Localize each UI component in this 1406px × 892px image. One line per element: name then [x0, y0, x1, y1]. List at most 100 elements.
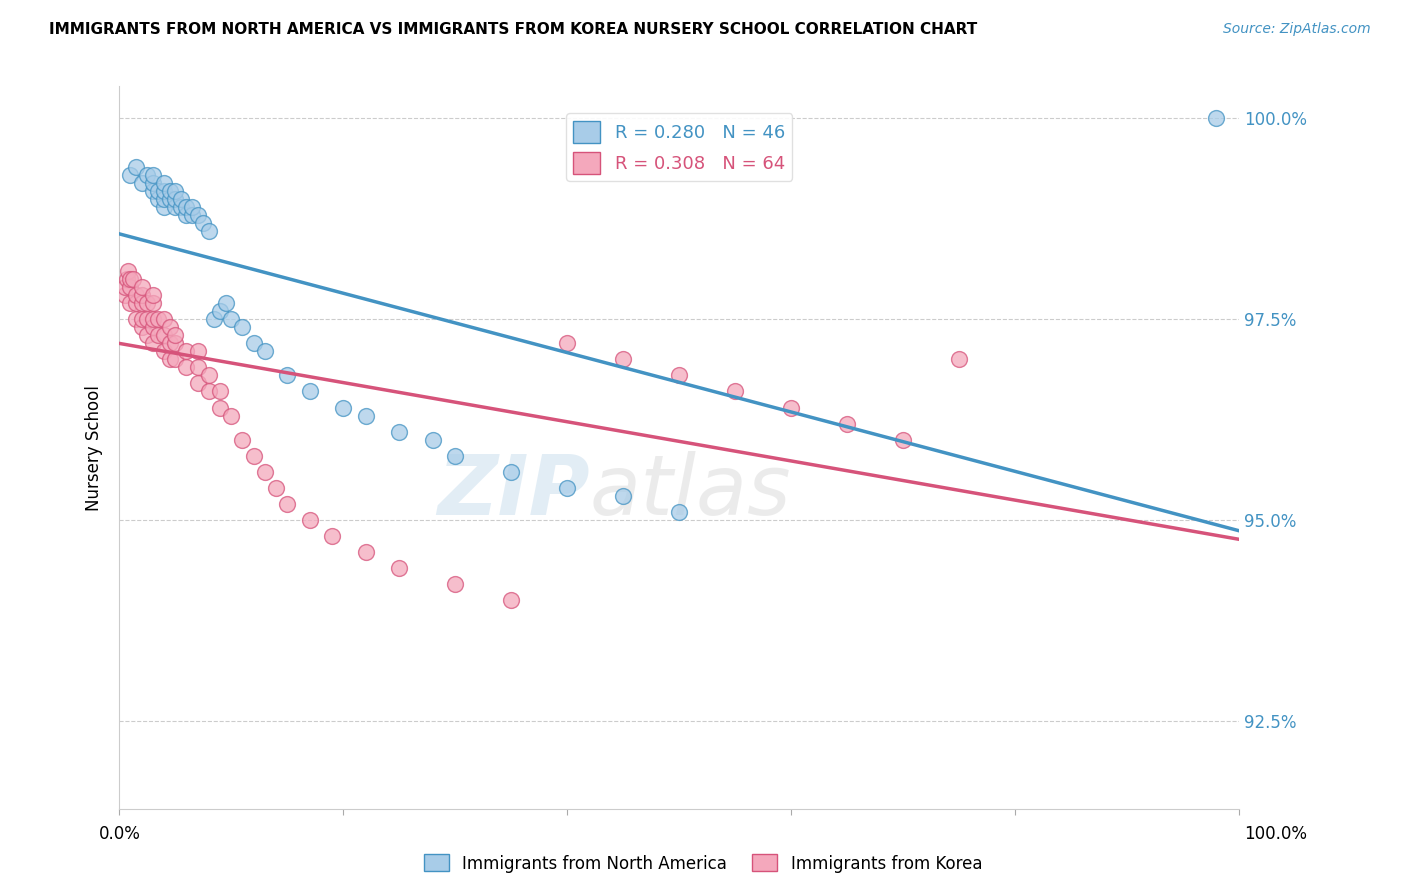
Point — [120, 168, 142, 182]
Point — [170, 192, 193, 206]
Text: 0.0%: 0.0% — [98, 825, 141, 843]
Point — [165, 200, 187, 214]
Point — [298, 384, 321, 399]
Point — [142, 176, 165, 190]
Point — [142, 296, 165, 310]
Point — [165, 184, 187, 198]
Point — [780, 401, 803, 415]
Point — [125, 160, 148, 174]
Point — [181, 200, 204, 214]
Point — [153, 184, 176, 198]
Point — [388, 561, 411, 575]
Point — [668, 368, 690, 383]
Point — [148, 328, 170, 343]
Text: 100.0%: 100.0% — [1244, 825, 1308, 843]
Point — [835, 417, 858, 431]
Point — [148, 192, 170, 206]
Point — [153, 200, 176, 214]
Point — [298, 513, 321, 527]
Point — [948, 352, 970, 367]
Point — [198, 384, 221, 399]
Point — [136, 328, 159, 343]
Point — [159, 184, 181, 198]
Point — [724, 384, 747, 399]
Point — [501, 465, 523, 479]
Point — [204, 312, 226, 326]
Point — [153, 312, 176, 326]
Point — [242, 336, 264, 351]
Point — [231, 433, 253, 447]
Point — [131, 312, 153, 326]
Point — [321, 529, 343, 543]
Point — [131, 320, 153, 334]
Point — [131, 296, 153, 310]
Point — [176, 344, 198, 359]
Point — [354, 545, 377, 559]
Point — [555, 481, 578, 495]
Point — [253, 344, 276, 359]
Point — [176, 200, 198, 214]
Point — [159, 352, 181, 367]
Point — [187, 360, 209, 375]
Point — [276, 497, 298, 511]
Point — [165, 352, 187, 367]
Point — [142, 168, 165, 182]
Point — [115, 272, 138, 286]
Point — [198, 368, 221, 383]
Point — [153, 192, 176, 206]
Legend: R = 0.280   N = 46, R = 0.308   N = 64: R = 0.280 N = 46, R = 0.308 N = 64 — [565, 113, 792, 181]
Point — [354, 409, 377, 423]
Point — [131, 280, 153, 294]
Point — [148, 312, 170, 326]
Text: IMMIGRANTS FROM NORTH AMERICA VS IMMIGRANTS FROM KOREA NURSERY SCHOOL CORRELATIO: IMMIGRANTS FROM NORTH AMERICA VS IMMIGRA… — [49, 22, 977, 37]
Point — [148, 184, 170, 198]
Legend: Immigrants from North America, Immigrants from Korea: Immigrants from North America, Immigrant… — [418, 847, 988, 880]
Point — [142, 184, 165, 198]
Point — [120, 272, 142, 286]
Point — [153, 328, 176, 343]
Point — [891, 433, 914, 447]
Point — [332, 401, 354, 415]
Point — [388, 425, 411, 439]
Point — [114, 280, 136, 294]
Point — [264, 481, 287, 495]
Point — [142, 288, 165, 302]
Point — [193, 216, 215, 230]
Point — [114, 288, 136, 302]
Point — [120, 296, 142, 310]
Text: atlas: atlas — [589, 450, 792, 532]
Point — [176, 208, 198, 222]
Point — [125, 312, 148, 326]
Point — [187, 344, 209, 359]
Text: Source: ZipAtlas.com: Source: ZipAtlas.com — [1223, 22, 1371, 37]
Point — [612, 352, 634, 367]
Point — [170, 200, 193, 214]
Point — [501, 593, 523, 607]
Point — [242, 449, 264, 463]
Point — [214, 296, 236, 310]
Point — [121, 272, 143, 286]
Point — [159, 336, 181, 351]
Y-axis label: Nursery School: Nursery School — [86, 384, 103, 510]
Point — [422, 433, 444, 447]
Point — [136, 168, 159, 182]
Point — [187, 208, 209, 222]
Point — [131, 288, 153, 302]
Point — [142, 336, 165, 351]
Text: ZIP: ZIP — [437, 450, 589, 532]
Point — [165, 328, 187, 343]
Point — [125, 288, 148, 302]
Point — [444, 449, 467, 463]
Point — [219, 409, 242, 423]
Point — [117, 264, 139, 278]
Point — [125, 296, 148, 310]
Point — [181, 208, 204, 222]
Point — [219, 312, 242, 326]
Point — [276, 368, 298, 383]
Point — [136, 312, 159, 326]
Point — [668, 505, 690, 519]
Point — [159, 192, 181, 206]
Point — [165, 336, 187, 351]
Point — [208, 384, 231, 399]
Point — [253, 465, 276, 479]
